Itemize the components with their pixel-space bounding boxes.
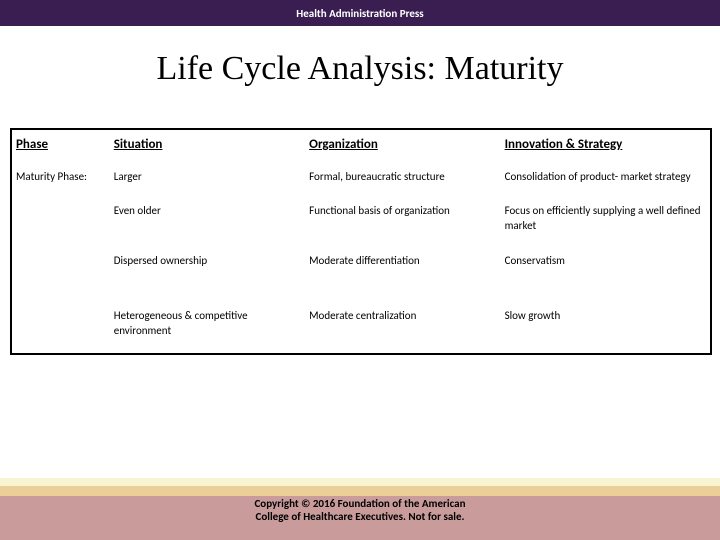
header-bar: Health Administration Press bbox=[0, 0, 720, 26]
table-row: Even older Functional basis of organizat… bbox=[12, 198, 710, 248]
copyright-text: Copyright © 2016 Foundation of the Ameri… bbox=[0, 497, 720, 525]
cell: Even older bbox=[110, 198, 305, 248]
table-row: Heterogeneous & competitive environment … bbox=[12, 303, 710, 353]
cell: Moderate differentiation bbox=[305, 248, 500, 283]
cell: Dispersed ownership bbox=[110, 248, 305, 283]
cell: Consolidation of product- market strateg… bbox=[501, 164, 710, 199]
cell: Slow growth bbox=[501, 303, 710, 353]
footer-band: Copyright © 2016 Foundation of the Ameri… bbox=[0, 478, 720, 540]
slide-title: Life Cycle Analysis: Maturity bbox=[0, 50, 720, 88]
row-label: Maturity Phase: bbox=[12, 164, 110, 199]
row-label bbox=[12, 248, 110, 283]
data-table-wrap: Phase Situation Organization Innovation … bbox=[10, 128, 712, 355]
copyright-line: Copyright © 2016 Foundation of the Ameri… bbox=[254, 497, 465, 510]
table-row: Dispersed ownership Moderate differentia… bbox=[12, 248, 710, 283]
cell: Functional basis of organization bbox=[305, 198, 500, 248]
col-header-strategy: Innovation & Strategy bbox=[501, 130, 710, 164]
cell: Focus on efficiently supplying a well de… bbox=[501, 198, 710, 248]
row-label bbox=[12, 303, 110, 353]
col-header-situation: Situation bbox=[110, 130, 305, 164]
spacer-row bbox=[12, 283, 710, 303]
slide: Health Administration Press Life Cycle A… bbox=[0, 0, 720, 540]
cell: Moderate centralization bbox=[305, 303, 500, 353]
copyright-line: College of Healthcare Executives. Not fo… bbox=[256, 510, 465, 523]
col-header-phase: Phase bbox=[12, 130, 110, 164]
row-label bbox=[12, 198, 110, 248]
cell: Heterogeneous & competitive environment bbox=[110, 303, 305, 353]
cell: Conservatism bbox=[501, 248, 710, 283]
cell: Larger bbox=[110, 164, 305, 199]
col-header-organization: Organization bbox=[305, 130, 500, 164]
cell: Formal, bureaucratic structure bbox=[305, 164, 500, 199]
table-row: Maturity Phase: Larger Formal, bureaucra… bbox=[12, 164, 710, 199]
table-header-row: Phase Situation Organization Innovation … bbox=[12, 130, 710, 164]
data-table: Phase Situation Organization Innovation … bbox=[12, 130, 710, 353]
